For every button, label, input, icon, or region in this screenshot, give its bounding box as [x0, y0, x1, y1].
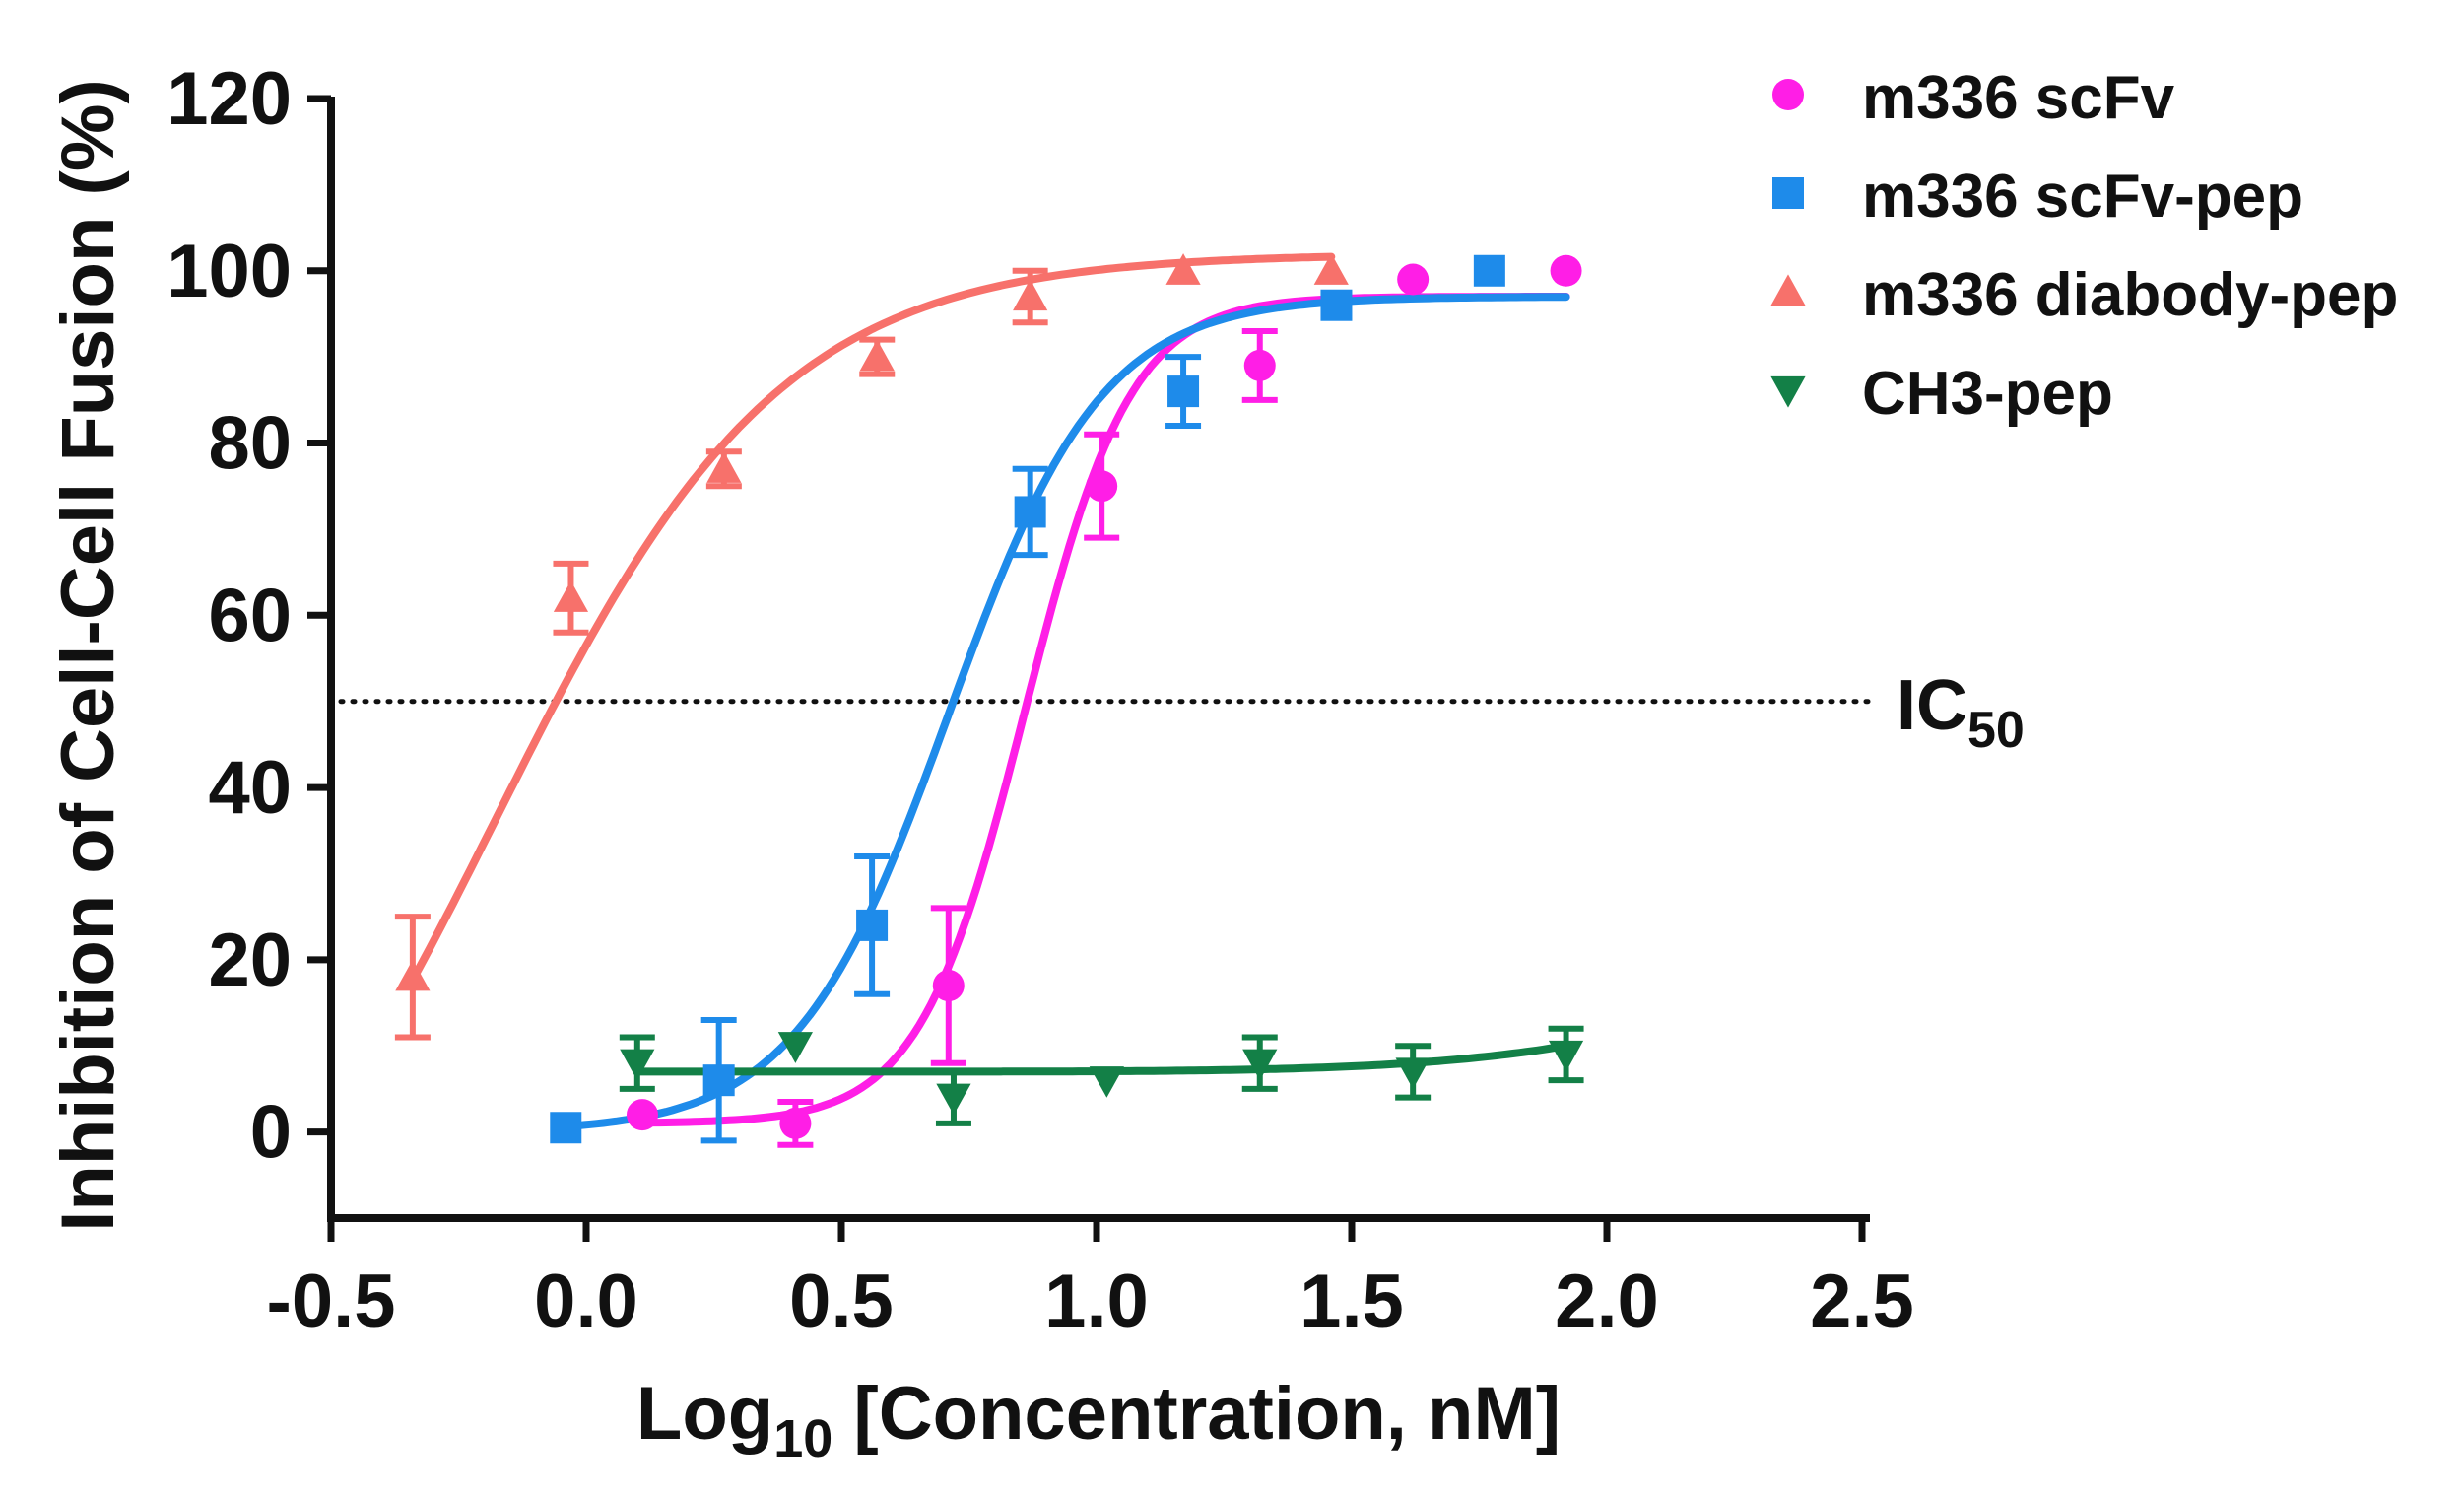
data-point	[936, 1083, 971, 1116]
legend-item: m336 scFv	[1772, 64, 2175, 132]
data-point	[395, 959, 431, 991]
y-tick-label: 120	[166, 57, 292, 141]
legend-marker	[1770, 274, 1806, 306]
data-point	[1473, 254, 1505, 287]
data-point	[706, 451, 742, 483]
data-point	[1089, 1066, 1124, 1098]
data-point	[1395, 1057, 1431, 1090]
x-tick-label: 2.5	[1810, 1260, 1914, 1343]
x-axis-title-rest: [Concentration, nM]	[832, 1372, 1561, 1456]
ic50-label-main: IC	[1897, 666, 1967, 745]
data-point	[702, 1064, 735, 1097]
data-point	[859, 339, 895, 372]
x-tick-label: 2.0	[1555, 1260, 1659, 1343]
error-bars	[394, 267, 1584, 1148]
data-point	[1320, 289, 1353, 321]
fit-curves	[408, 252, 1570, 1130]
legend-label: m336 scFv	[1862, 64, 2175, 132]
legend-item: m336 scFv-pep	[1772, 163, 2303, 231]
data-point	[1243, 349, 1276, 381]
x-tick-label: 0.5	[789, 1260, 894, 1343]
data-point	[550, 1112, 582, 1144]
x-tick-label: -0.5	[267, 1260, 396, 1343]
x-tick-label: 1.0	[1044, 1260, 1149, 1343]
axes	[327, 97, 1870, 1222]
data-point	[1086, 470, 1118, 503]
data-point	[1548, 1040, 1584, 1072]
data-point	[1167, 375, 1200, 408]
y-tick-label: 100	[166, 230, 292, 313]
y-tick-label: 0	[250, 1091, 292, 1175]
x-axis-title-main: Log	[636, 1372, 773, 1456]
y-axis-title: Inhibition of Cell-Cell Fusion (%)	[46, 79, 130, 1231]
x-tick-label: 0.0	[534, 1260, 638, 1343]
data-markers	[395, 253, 1584, 1144]
x-axis-title: Log10 [Concentration, nM]	[636, 1372, 1561, 1468]
x-tick-label: 1.5	[1299, 1260, 1404, 1343]
y-tick-label: 60	[208, 574, 292, 657]
data-point	[932, 970, 965, 1002]
y-tick-label: 20	[208, 919, 292, 1002]
legend-marker	[1770, 375, 1806, 408]
data-point	[620, 1049, 655, 1081]
x-axis-title-subscript: 10	[773, 1409, 832, 1468]
data-point	[1013, 279, 1048, 311]
data-point	[626, 1099, 658, 1131]
data-point	[856, 909, 889, 941]
data-point	[1165, 253, 1201, 285]
ticks: -0.5 0.0 0.5 1.0 1.5 2.0 2.5 0 20 40 60 80 100 120	[166, 57, 1914, 1343]
legend-label: m336 diabody-pep	[1862, 261, 2398, 329]
y-tick-label: 40	[208, 746, 292, 830]
legend-marker	[1772, 177, 1804, 209]
data-point	[1313, 253, 1349, 285]
legend-item: m336 diabody-pep	[1770, 261, 2398, 329]
legend-item: CH3-pep	[1770, 360, 2113, 428]
ic50-label: IC50	[1897, 666, 2025, 759]
y-tick-label: 80	[208, 402, 292, 486]
fit-curve-m336-scfv	[638, 293, 1570, 1127]
legend-label: CH3-pep	[1862, 360, 2113, 428]
fit-curve-m336-scfv-pep	[562, 293, 1570, 1130]
data-point	[777, 1032, 813, 1063]
data-point	[779, 1107, 812, 1139]
ic50-label-subscript: 50	[1967, 702, 2025, 759]
legend: m336 scFv m336 scFv-pep m336 diabody-pep CH…	[1770, 64, 2398, 428]
data-point	[1242, 1049, 1278, 1081]
data-point	[1550, 254, 1582, 287]
legend-label: m336 scFv-pep	[1862, 163, 2303, 231]
legend-marker	[1772, 79, 1804, 110]
data-point	[1397, 263, 1430, 296]
data-point	[1014, 496, 1046, 528]
data-point	[553, 580, 589, 612]
